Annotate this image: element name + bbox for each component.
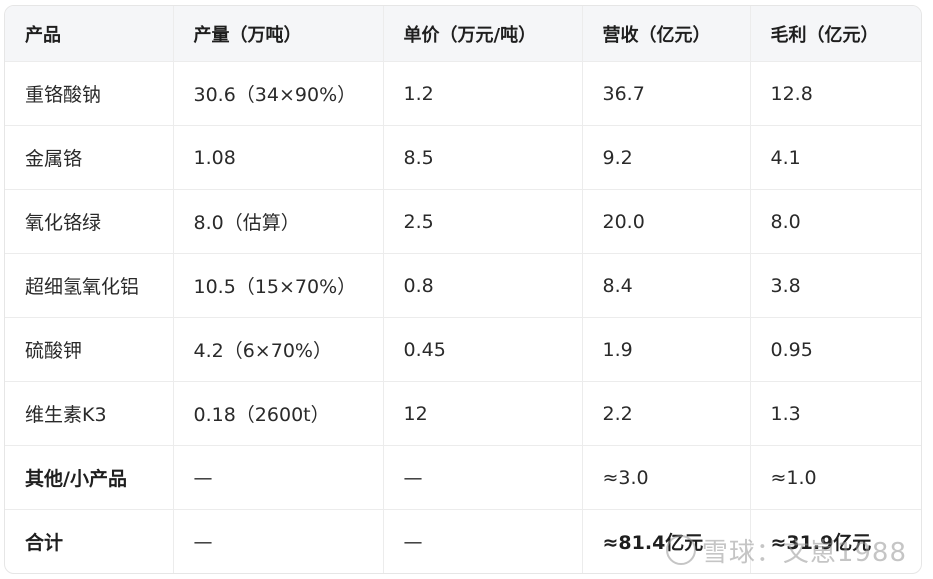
cell-output: 0.18（2600t） [173,381,384,446]
cell-unit-price: — [383,509,583,573]
data-table: 产品 产量（万吨） 单价（万元/吨） 营收（亿元） 毛利（亿元） 重铬酸钠 30… [5,6,921,573]
cell-unit-price: 0.8 [383,253,583,318]
cell-unit-price: 1.2 [383,61,583,126]
table-row: 氧化铬绿 8.0（估算） 2.5 20.0 8.0 [5,189,921,254]
cell-product: 氧化铬绿 [5,189,174,254]
table-header-row: 产品 产量（万吨） 单价（万元/吨） 营收（亿元） 毛利（亿元） [5,6,921,62]
cell-gross-profit: 12.8 [750,61,921,126]
cell-unit-price: 0.45 [383,317,583,382]
table-row: 其他/小产品 — — ≈3.0 ≈1.0 [5,445,921,510]
cell-gross-profit: 3.8 [750,253,921,318]
cell-gross-profit: 0.95 [750,317,921,382]
cell-product: 其他/小产品 [5,445,174,510]
cell-output: 10.5（15×70%） [173,253,384,318]
cell-revenue: 36.7 [582,61,751,126]
cell-product: 重铬酸钠 [5,61,174,126]
watermark: 雪球：文崽1988 [665,532,907,569]
cell-output: — [173,445,384,510]
header-unit-price: 单价（万元/吨） [383,6,583,62]
data-table-container: 产品 产量（万吨） 单价（万元/吨） 营收（亿元） 毛利（亿元） 重铬酸钠 30… [4,5,922,574]
cell-product: 维生素K3 [5,381,174,446]
header-product: 产品 [5,6,174,62]
cell-unit-price: 12 [383,381,583,446]
cell-revenue: 20.0 [582,189,751,254]
cell-gross-profit: ≈1.0 [750,445,921,510]
snowball-logo-icon [665,535,696,565]
cell-revenue-total: ≈81.4亿元 [582,509,751,573]
cell-output: 30.6（34×90%） [173,61,384,126]
cell-product: 金属铬 [5,125,174,190]
cell-output: 8.0（估算） [173,189,384,254]
cell-revenue: ≈3.0 [582,445,751,510]
cell-revenue: 8.4 [582,253,751,318]
header-revenue: 营收（亿元） [582,6,751,62]
table-row: 超细氢氧化铝 10.5（15×70%） 0.8 8.4 3.8 [5,253,921,318]
cell-unit-price: 2.5 [383,189,583,254]
cell-gross-profit: 8.0 [750,189,921,254]
table-row: 金属铬 1.08 8.5 9.2 4.1 [5,125,921,190]
cell-gross-profit: 1.3 [750,381,921,446]
table-total-row: 合计 — — ≈81.4亿元 ≈31.9亿元 [5,509,921,573]
cell-revenue: 1.9 [582,317,751,382]
cell-product: 超细氢氧化铝 [5,253,174,318]
watermark-text: 雪球：文崽1988 [701,538,907,568]
cell-gross-profit: 4.1 [750,125,921,190]
cell-gross-profit-total: ≈31.9亿元 [770,532,872,554]
header-gross-profit: 毛利（亿元） [750,6,921,62]
table-row: 硫酸钾 4.2（6×70%） 0.45 1.9 0.95 [5,317,921,382]
cell-output: 1.08 [173,125,384,190]
cell-revenue: 9.2 [582,125,751,190]
cell-product: 硫酸钾 [5,317,174,382]
cell-product: 合计 [5,509,174,573]
header-output: 产量（万吨） [173,6,384,62]
cell-unit-price: — [383,445,583,510]
cell-output: 4.2（6×70%） [173,317,384,382]
table-row: 维生素K3 0.18（2600t） 12 2.2 1.3 [5,381,921,446]
cell-revenue: 2.2 [582,381,751,446]
cell-output: — [173,509,384,573]
table-row: 重铬酸钠 30.6（34×90%） 1.2 36.7 12.8 [5,61,921,126]
cell-unit-price: 8.5 [383,125,583,190]
